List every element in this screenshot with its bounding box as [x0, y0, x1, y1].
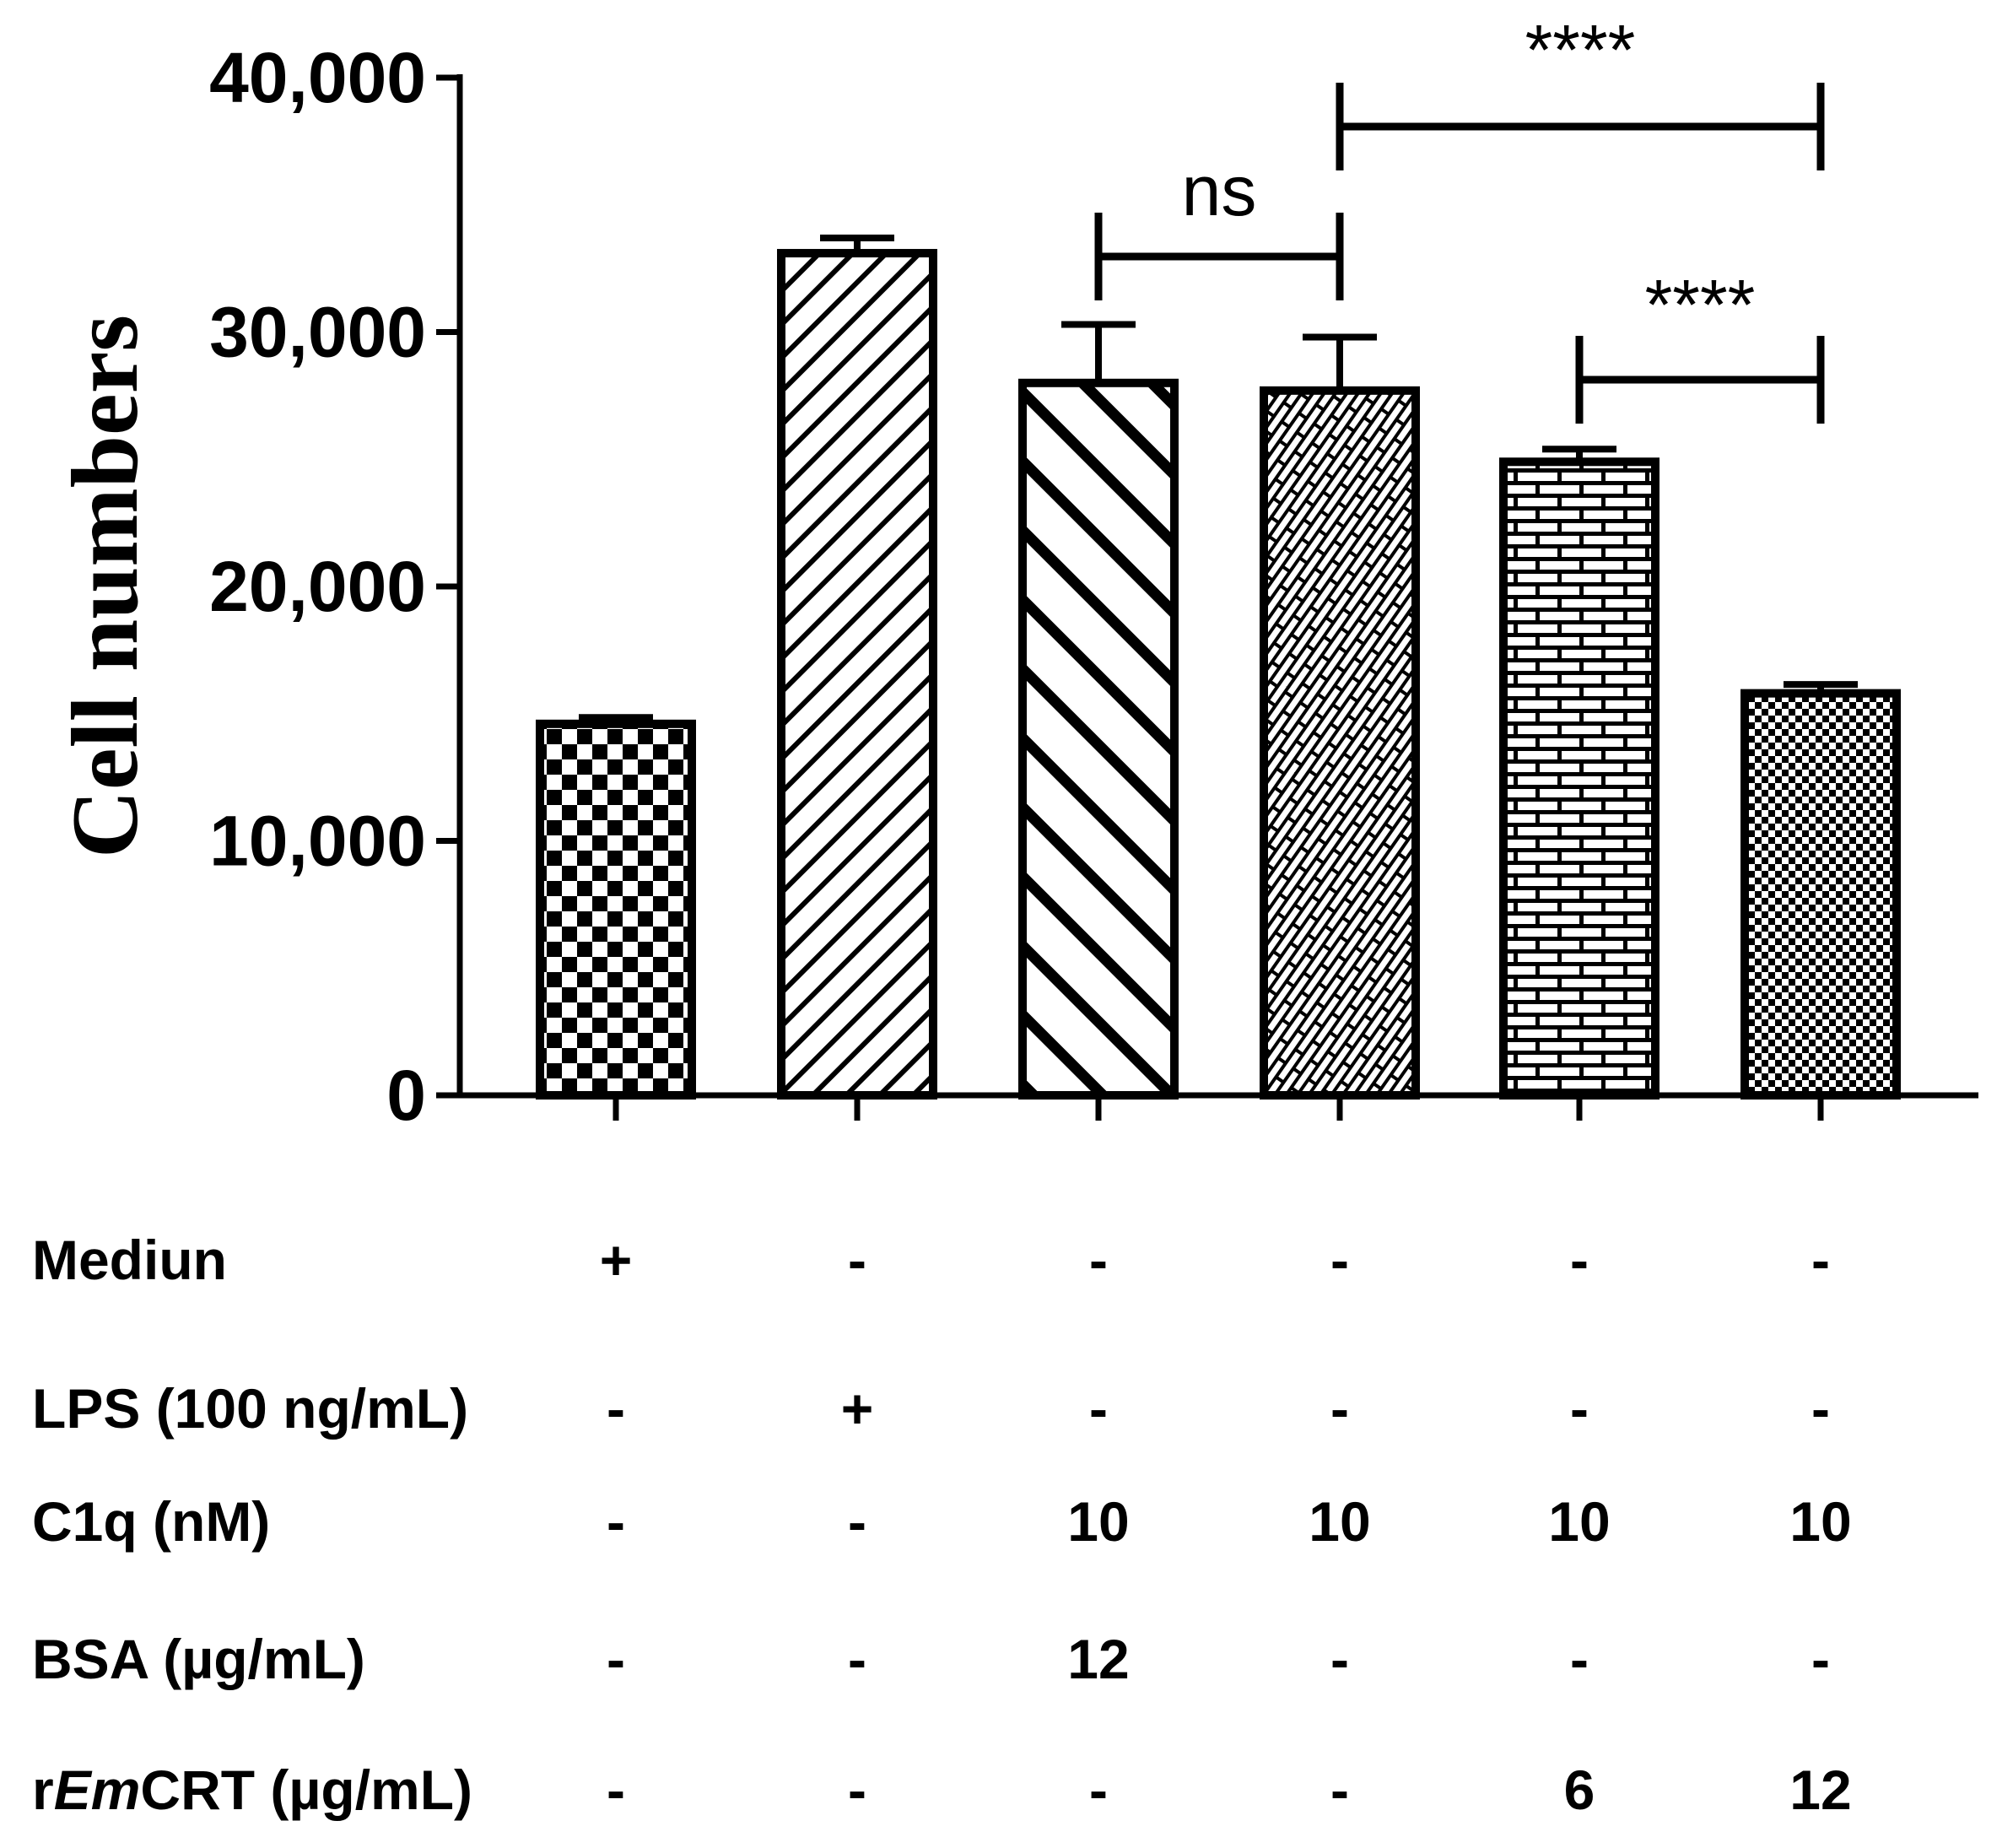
y-tick-label: 30,000	[209, 293, 426, 372]
treatment-cell: -	[1811, 1377, 1830, 1440]
treatment-cell: -	[1811, 1628, 1830, 1690]
treatment-cell: -	[848, 1490, 866, 1553]
treatment-cell: 10	[1309, 1490, 1370, 1553]
bar	[777, 249, 937, 1100]
treatment-cell: -	[1330, 1628, 1349, 1690]
treatment-cell: +	[841, 1377, 874, 1440]
bar	[1260, 386, 1420, 1100]
treatment-cell: -	[1089, 1229, 1108, 1291]
treatment-cell: -	[848, 1759, 866, 1821]
treatment-cell: -	[1089, 1377, 1108, 1440]
treatment-cell: -	[1811, 1229, 1830, 1291]
treatment-cell: -	[607, 1377, 625, 1440]
bar	[536, 719, 696, 1100]
treatment-cell: -	[1570, 1628, 1589, 1690]
treatment-cell: -	[1089, 1759, 1108, 1821]
treatment-row-label-part: r	[32, 1759, 54, 1821]
treatment-row-label: LPS (100 ng/mL)	[32, 1377, 468, 1440]
bar	[1499, 457, 1660, 1100]
treatment-cell: 10	[1548, 1490, 1610, 1553]
treatment-cell: -	[1330, 1229, 1349, 1291]
y-tick-label: 10,000	[209, 802, 426, 881]
significance-label: ****	[1645, 265, 1756, 344]
treatment-row-label-part: Em	[54, 1759, 141, 1821]
treatment-row-label: rEmCRT (µg/mL)	[32, 1759, 472, 1821]
bar	[1740, 689, 1901, 1100]
treatment-cell: -	[607, 1628, 625, 1690]
y-axis-label: Cell numbers	[53, 315, 158, 858]
treatment-cell: -	[1330, 1759, 1349, 1821]
treatment-cell: -	[607, 1759, 625, 1821]
treatment-cell: +	[600, 1229, 633, 1291]
treatment-cell: 10	[1789, 1490, 1851, 1553]
treatment-cell: -	[607, 1490, 625, 1553]
treatment-cell: -	[1330, 1377, 1349, 1440]
treatment-cell: -	[848, 1628, 866, 1690]
treatment-cell: 12	[1789, 1759, 1851, 1821]
y-tick-label: 40,000	[209, 38, 426, 117]
bar	[1018, 378, 1179, 1100]
treatment-cell: -	[1570, 1229, 1589, 1291]
significance-label: ns	[1182, 151, 1257, 230]
treatment-row-label: Mediun	[32, 1229, 227, 1291]
y-tick-label: 20,000	[209, 547, 426, 626]
significance-label: ****	[1525, 10, 1636, 89]
treatment-cell: -	[848, 1229, 866, 1291]
treatment-row-label: BSA (µg/mL)	[32, 1628, 365, 1690]
treatment-row-label: C1q (nM)	[32, 1490, 270, 1553]
treatment-cell: 10	[1067, 1490, 1129, 1553]
treatment-cell: -	[1570, 1377, 1589, 1440]
treatment-row-label-part: CRT (µg/mL)	[140, 1759, 472, 1821]
treatment-cell: 6	[1564, 1759, 1595, 1821]
y-tick-label: 0	[386, 1056, 426, 1135]
treatment-cell: 12	[1067, 1628, 1129, 1690]
